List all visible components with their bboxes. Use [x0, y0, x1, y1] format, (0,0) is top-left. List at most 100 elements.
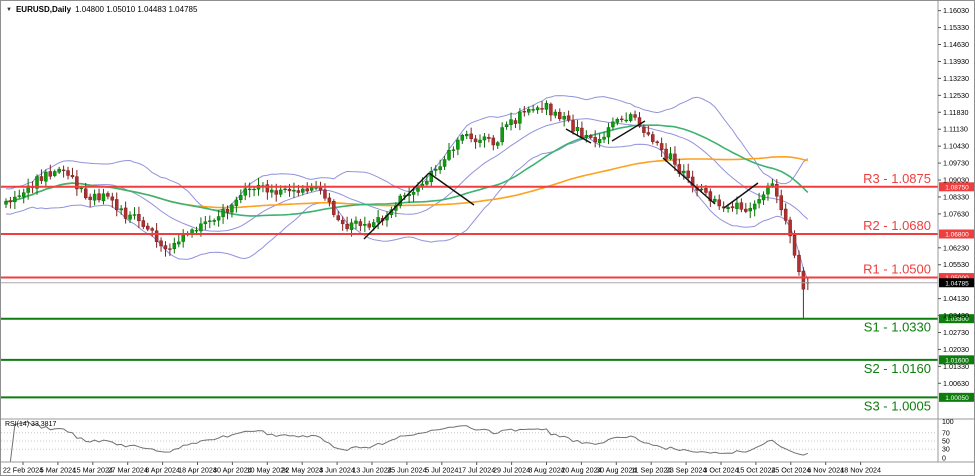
candle-body: [473, 138, 478, 143]
svg-text:1.14630: 1.14630: [943, 40, 969, 49]
candle-body: [203, 221, 208, 225]
price-axis[interactable]: 1.16030 1.15330 1.14630 1.13930 1.13230 1.125…: [937, 1, 969, 462]
candle-body: [549, 103, 553, 116]
svg-text:1.01600: 1.01600: [945, 357, 969, 364]
candle-body: [584, 135, 589, 138]
svg-text:1.08750: 1.08750: [945, 184, 969, 191]
level-line-r1[interactable]: R1 - 1.05001.05000: [1, 262, 975, 283]
level-line-s1[interactable]: S1 - 1.0330 1.03300: [1, 314, 975, 335]
candle-body: [270, 189, 274, 193]
svg-text:1.00050: 1.00050: [945, 395, 969, 402]
chart-title-overlay: ▼ EURUSD,Daily 1.04800 1.05010 1.04483 1…: [6, 5, 197, 14]
candle-body: [730, 206, 735, 209]
candle-body: [438, 166, 442, 170]
candle-body: [739, 202, 744, 210]
svg-text:70: 70: [942, 430, 950, 437]
svg-text:3 Jun 2024: 3 Jun 2024: [319, 466, 355, 475]
level-line-r3[interactable]: R3 - 1.0875 1.08750: [1, 171, 975, 192]
svg-text:1.00630: 1.00630: [943, 379, 969, 388]
candle-body: [332, 200, 336, 215]
level-line-s3[interactable]: S3 - 1.0005 1.00050: [1, 392, 975, 414]
candle-body: [411, 191, 416, 195]
candle-body: [128, 214, 132, 220]
symbol-dropdown-icon[interactable]: ▼: [6, 6, 12, 13]
candle-body: [593, 137, 597, 143]
svg-text:18 Apr 2024: 18 Apr 2024: [178, 466, 217, 475]
symbol-timeframe-label: EURUSD,Daily: [15, 5, 72, 14]
candle-body: [194, 230, 199, 232]
candle-body: [713, 198, 717, 202]
candle-body: [106, 193, 110, 197]
candle-body: [602, 136, 606, 140]
svg-text:1.11830: 1.11830: [943, 108, 968, 117]
candle-body: [513, 120, 518, 124]
candle-body: [562, 115, 566, 120]
svg-text:1.07630: 1.07630: [943, 209, 969, 218]
candle-body: [597, 139, 602, 144]
svg-text:1.13230: 1.13230: [943, 74, 969, 83]
svg-text:1.02030: 1.02030: [943, 345, 969, 354]
candle-body: [137, 214, 141, 222]
svg-text:30 Aug 2024: 30 Aug 2024: [596, 466, 636, 475]
level-line-s2[interactable]: S2 - 1.0160 1.01600: [1, 355, 975, 376]
candle-body: [57, 168, 61, 173]
candle-body: [83, 188, 88, 199]
candle-body: [66, 170, 70, 176]
candle-body: [340, 219, 345, 225]
svg-text:1.08330: 1.08330: [943, 192, 969, 201]
candle-body: [234, 199, 239, 206]
candle-body: [504, 124, 509, 127]
svg-text:15 Oct 2024: 15 Oct 2024: [736, 466, 775, 475]
candle-body: [469, 133, 473, 139]
candle-body: [70, 175, 75, 178]
svg-text:6 Nov 2024: 6 Nov 2024: [807, 466, 844, 475]
svg-text:1.06800: 1.06800: [945, 231, 969, 238]
candle-body: [677, 164, 682, 174]
axis-price-badge: [939, 392, 974, 402]
svg-text:1.09030: 1.09030: [943, 176, 969, 185]
candle-body: [704, 188, 708, 193]
candle-body: [566, 115, 571, 121]
svg-text:100: 100: [942, 419, 954, 426]
level-line-r2[interactable]: R2 - 1.0680 1.06800: [1, 218, 975, 239]
candle-body: [327, 197, 332, 203]
candle-body: [367, 223, 372, 228]
candle-body: [216, 216, 221, 221]
candle-body: [79, 187, 84, 190]
candle-body: [491, 137, 496, 146]
candle-body: [500, 127, 504, 143]
candle-body: [487, 137, 491, 139]
svg-text:1.03300: 1.03300: [945, 316, 969, 323]
candle-body: [132, 214, 137, 216]
candle-body: [371, 222, 376, 228]
candle-body: [8, 200, 13, 203]
candle-body: [686, 170, 690, 179]
candle-body: [318, 187, 323, 191]
svg-text:1.11130: 1.11130: [943, 125, 968, 134]
svg-text:R2 - 1.0680: R2 - 1.0680: [863, 218, 931, 233]
candle-body: [247, 188, 252, 191]
candle-body: [146, 225, 150, 230]
svg-text:15 Mar 2024: 15 Mar 2024: [73, 466, 113, 475]
candle-body: [52, 171, 57, 176]
trendline-annotations[interactable]: [363, 120, 759, 240]
trendline: [428, 172, 475, 206]
candle-body: [75, 176, 79, 190]
svg-text:22 May 2024: 22 May 2024: [281, 466, 323, 475]
candle-body: [305, 188, 309, 192]
candle-body: [154, 230, 159, 242]
svg-text:1.04130: 1.04130: [943, 294, 969, 303]
candle-body: [39, 176, 44, 181]
svg-text:23 Sep 2024: 23 Sep 2024: [666, 466, 707, 475]
candle-body: [580, 127, 584, 138]
svg-text:11 Sep 2024: 11 Sep 2024: [631, 466, 671, 475]
candle-body: [447, 150, 451, 160]
candle-body: [624, 119, 628, 122]
candle-body: [101, 193, 106, 202]
candle-body: [35, 176, 39, 189]
svg-text:30: 30: [942, 447, 950, 454]
candle-body: [628, 114, 633, 121]
